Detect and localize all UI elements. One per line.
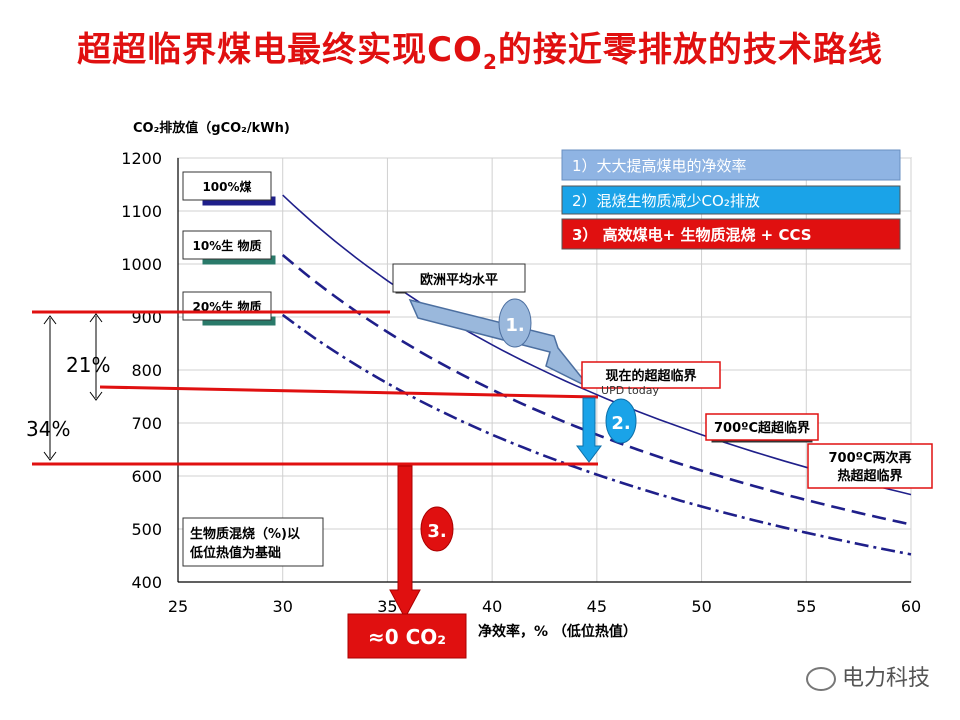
series-legend-box-2 bbox=[182, 230, 272, 260]
series-line-1 bbox=[282, 194, 912, 496]
x-tick-label: 35 bbox=[377, 597, 397, 616]
usc700-box bbox=[705, 413, 819, 441]
step-2-circle bbox=[605, 398, 637, 444]
biomass-note-line2: 低位热值为基础 bbox=[189, 545, 281, 561]
method-box-3 bbox=[561, 218, 901, 250]
x-tick-label: 45 bbox=[587, 597, 607, 616]
method-label-2: 2）混烧生物质减少CO₂排放 bbox=[572, 192, 760, 210]
step-3-label: 3. bbox=[427, 521, 446, 542]
pct-21-label: 21% bbox=[66, 353, 110, 377]
step-1-label: 1. bbox=[505, 315, 524, 336]
biomass-note-box bbox=[182, 517, 324, 567]
x-tick-label: 50 bbox=[691, 597, 711, 616]
watermark-text: 电力科技 bbox=[841, 666, 930, 691]
method-box-1 bbox=[561, 149, 901, 181]
method-label-3: 3） 高效煤电+ 生物质混烧 + CCS bbox=[572, 226, 812, 244]
y-tick-label: 1100 bbox=[121, 202, 162, 221]
biomass-note-line1: 生物质混烧（%)以 bbox=[190, 526, 300, 542]
usc700-reheat-line1: 700ºC两次再 bbox=[828, 450, 911, 466]
series-legend-box-3 bbox=[182, 291, 272, 321]
usc-today-label: UPD today bbox=[601, 384, 659, 397]
y-tick-label: 500 bbox=[131, 520, 162, 539]
zero-co2-label: ≈0 CO₂ bbox=[368, 625, 446, 649]
x-axis-label: 净效率，% （低位热值） bbox=[478, 623, 637, 640]
arrow-3 bbox=[389, 465, 421, 620]
step-3-circle bbox=[420, 506, 454, 552]
method-box-2 bbox=[561, 185, 901, 215]
arrow-2 bbox=[576, 397, 602, 463]
series-legend-box-1 bbox=[182, 171, 272, 201]
usc700-reheat-box bbox=[807, 443, 933, 489]
y-tick-label: 1000 bbox=[121, 255, 162, 274]
y-tick-label: 1200 bbox=[121, 149, 162, 168]
usc700-reheat-line2: 热超超临界 bbox=[837, 468, 902, 484]
x-tick-label: 30 bbox=[273, 597, 293, 616]
chart-annotations: 100%煤 10%生 物质 20%生 物质 1）大大提高煤电的净效率 2）混烧生物质减少… bbox=[26, 149, 933, 659]
usc700-label: 700ºC超超临界 bbox=[714, 420, 810, 436]
series-legend-label-3: 20%生 物质 bbox=[193, 299, 262, 314]
chart-tick-labels: 25 30 35 40 45 50 55 60400500600700800900100011… bbox=[121, 149, 921, 616]
y-tick-label: 400 bbox=[131, 573, 162, 592]
zero-co2-box bbox=[347, 613, 467, 659]
chart-series-lines bbox=[281, 194, 912, 556]
europe-label: 欧洲平均水平 bbox=[420, 272, 498, 288]
y-tick-label: 600 bbox=[131, 467, 162, 486]
x-tick-label: 60 bbox=[901, 597, 921, 616]
bracket-34-arrows bbox=[43, 315, 57, 461]
series-legend-label-1: 100%煤 bbox=[202, 179, 251, 194]
europe-box bbox=[392, 263, 526, 293]
y-tick-label: 700 bbox=[131, 414, 162, 433]
y-axis-label: CO₂排放值（gCO₂/kWh) bbox=[133, 120, 290, 136]
y-tick-label: 800 bbox=[131, 361, 162, 380]
x-tick-label: 55 bbox=[796, 597, 816, 616]
x-tick-label: 25 bbox=[168, 597, 188, 616]
page-title: 超超临界煤电最终实现CO2的接近零排放的技术路线 bbox=[77, 30, 883, 74]
current-usc-box bbox=[581, 361, 721, 389]
wechat-icon bbox=[805, 667, 836, 691]
arrow-1 bbox=[408, 298, 591, 389]
method-label-1: 1）大大提高煤电的净效率 bbox=[572, 157, 747, 175]
series-line-3 bbox=[281, 313, 912, 556]
pct-34-label: 34% bbox=[26, 417, 70, 441]
step-2-label: 2. bbox=[611, 413, 630, 434]
ref-line-current bbox=[99, 385, 599, 399]
series-legend-label-2: 10%生 物质 bbox=[193, 238, 262, 253]
watermark: 电力科技 bbox=[805, 660, 930, 692]
step-1-circle bbox=[498, 298, 532, 348]
chart-axes bbox=[177, 158, 911, 583]
bracket-21-arrows bbox=[89, 313, 103, 401]
x-tick-label: 40 bbox=[482, 597, 502, 616]
series-line-2 bbox=[281, 254, 912, 526]
current-usc-label: 现在的超超临界 bbox=[605, 368, 696, 384]
